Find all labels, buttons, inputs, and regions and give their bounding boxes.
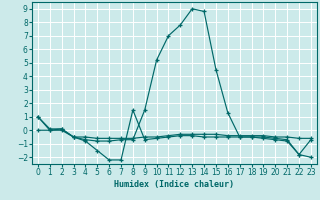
X-axis label: Humidex (Indice chaleur): Humidex (Indice chaleur) bbox=[115, 180, 234, 189]
